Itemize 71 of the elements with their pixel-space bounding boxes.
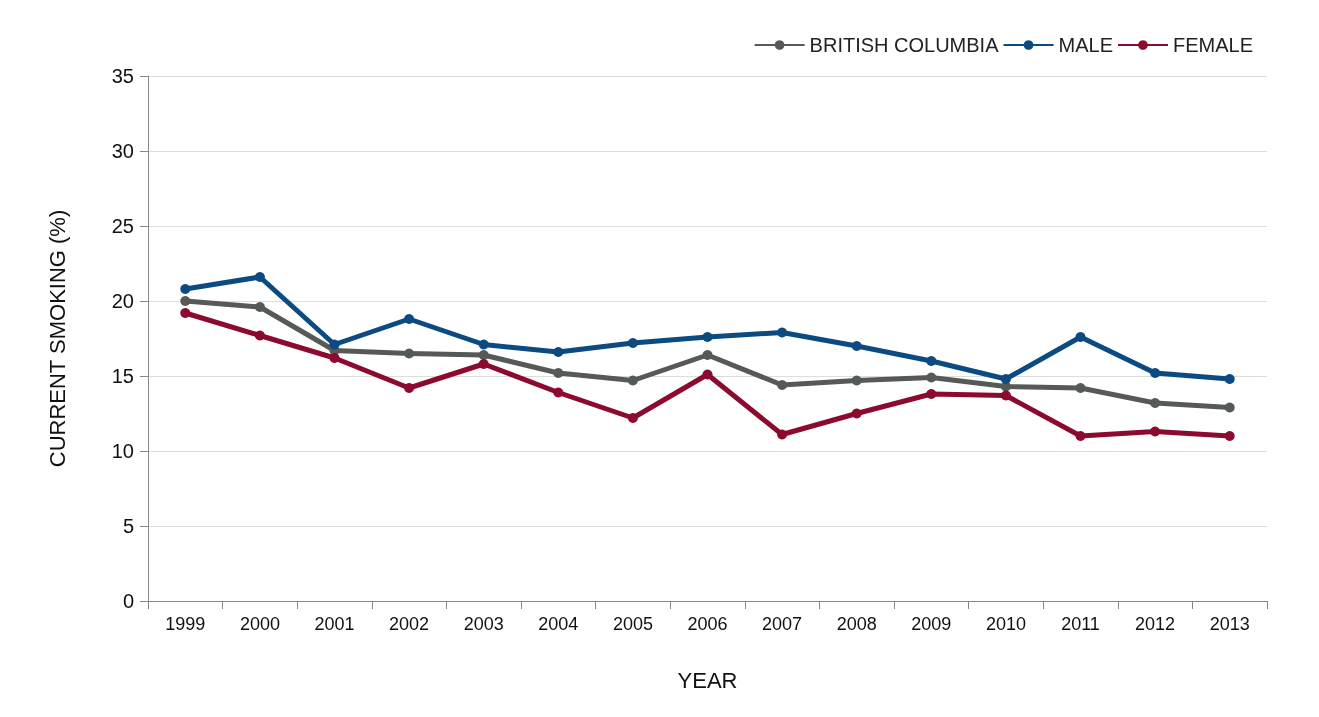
point: [553, 387, 564, 398]
point: [926, 356, 937, 366]
x-tick-label: 2010: [985, 614, 1026, 634]
y-tick-label: 10: [111, 440, 134, 462]
point: [702, 350, 713, 360]
y-tick-label: 0: [122, 590, 134, 612]
point: [180, 284, 191, 294]
x-tick-label: 2007: [762, 614, 803, 634]
point: [1075, 431, 1086, 441]
x-tick-label: 2002: [389, 614, 430, 634]
point: [1000, 390, 1011, 401]
point: [926, 372, 937, 383]
point: [254, 302, 265, 312]
point: [627, 338, 638, 348]
x-tick-label: 1999: [165, 614, 206, 634]
legend-label: MALE: [1058, 34, 1113, 56]
point: [1075, 383, 1086, 393]
x-tick-label: 2013: [1209, 614, 1250, 634]
y-tick-label: 5: [122, 515, 134, 537]
point: [1150, 398, 1161, 408]
y-tick-label: 20: [111, 290, 134, 312]
x-axis-title: YEAR: [677, 667, 738, 693]
point: [180, 296, 191, 306]
y-tick-label: 30: [111, 140, 134, 162]
x-tick-label: 2004: [538, 614, 579, 634]
point: [1075, 332, 1086, 342]
point: [1150, 368, 1161, 378]
point: [702, 332, 713, 342]
x-tick-label: 2012: [1135, 614, 1176, 634]
point: [777, 380, 788, 390]
point: [404, 383, 415, 393]
point: [926, 389, 937, 399]
point: [1224, 431, 1235, 441]
point: [254, 272, 265, 282]
point: [478, 339, 489, 350]
point: [627, 413, 638, 423]
point: [254, 330, 265, 341]
point: [702, 369, 713, 380]
x-tick-label: 2006: [687, 614, 728, 634]
x-tick-label: 2005: [612, 614, 653, 634]
point: [180, 308, 191, 318]
point: [1224, 374, 1235, 384]
point: [851, 341, 862, 351]
y-tick-label: 35: [111, 65, 134, 87]
point: [777, 327, 788, 338]
point: [1224, 402, 1235, 413]
x-tick-label: 2000: [239, 614, 280, 634]
point: [777, 429, 788, 440]
point: [404, 348, 415, 359]
point: [329, 339, 340, 350]
x-tick-label: 2008: [836, 614, 877, 634]
y-tick-label: 25: [111, 215, 134, 237]
legend-label: BRITISH COLUMBIA: [809, 34, 1000, 56]
x-tick-label: 2001: [314, 614, 355, 634]
point: [627, 375, 638, 386]
x-tick-label: 2003: [463, 614, 504, 634]
point: [1150, 426, 1161, 437]
point: [478, 350, 489, 360]
point: [851, 375, 862, 386]
point: [553, 368, 564, 378]
point: [478, 359, 489, 369]
point: [851, 408, 862, 419]
point: [553, 347, 564, 357]
point: [404, 314, 415, 324]
point: [329, 353, 340, 363]
y-axis-title: CURRENT SMOKING (%): [44, 209, 70, 468]
legend-label: FEMALE: [1172, 34, 1254, 56]
point: [1000, 374, 1011, 384]
y-tick-label: 15: [111, 365, 134, 387]
x-tick-label: 2009: [911, 614, 952, 634]
x-tick-label: 2011: [1061, 614, 1100, 634]
